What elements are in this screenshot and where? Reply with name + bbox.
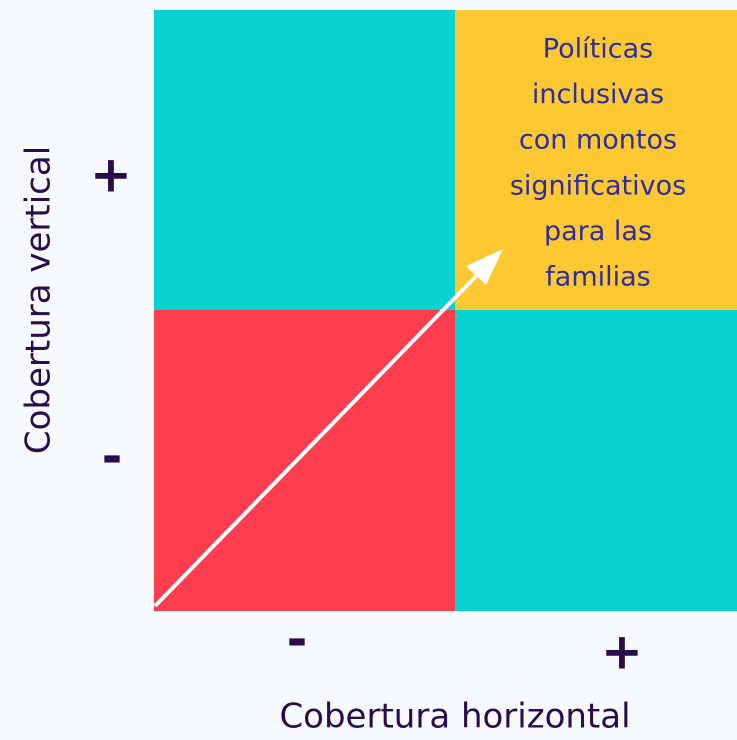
x-low: -: [287, 611, 308, 669]
quadrant-bottom-left: [154, 310, 455, 611]
quadrant-text-line: con montos: [519, 125, 677, 156]
quadrant-text: Políticas inclusivas con montos significati…: [510, 34, 686, 293]
arrow-line: [153, 266, 486, 608]
y-low: -: [102, 428, 123, 486]
y-axis-label: Cobertura vertical: [19, 146, 59, 454]
quadrant-bottom-right: [455, 310, 737, 611]
quadrant-top-left: [154, 10, 455, 310]
quadrant-text-line: para las: [544, 216, 652, 247]
quadrant-text-line: familias: [545, 262, 650, 293]
x-high: +: [601, 623, 643, 681]
quadrant-text-line: inclusivas: [532, 79, 664, 110]
quadrant-text-line: significativos: [510, 170, 686, 201]
quadrant-top-right: [455, 10, 737, 310]
quadrant-text-line: Políticas: [543, 34, 653, 65]
y-high: +: [90, 146, 132, 204]
x-axis-label: Cobertura horizontal: [279, 697, 630, 737]
arrow-head: [466, 249, 503, 285]
